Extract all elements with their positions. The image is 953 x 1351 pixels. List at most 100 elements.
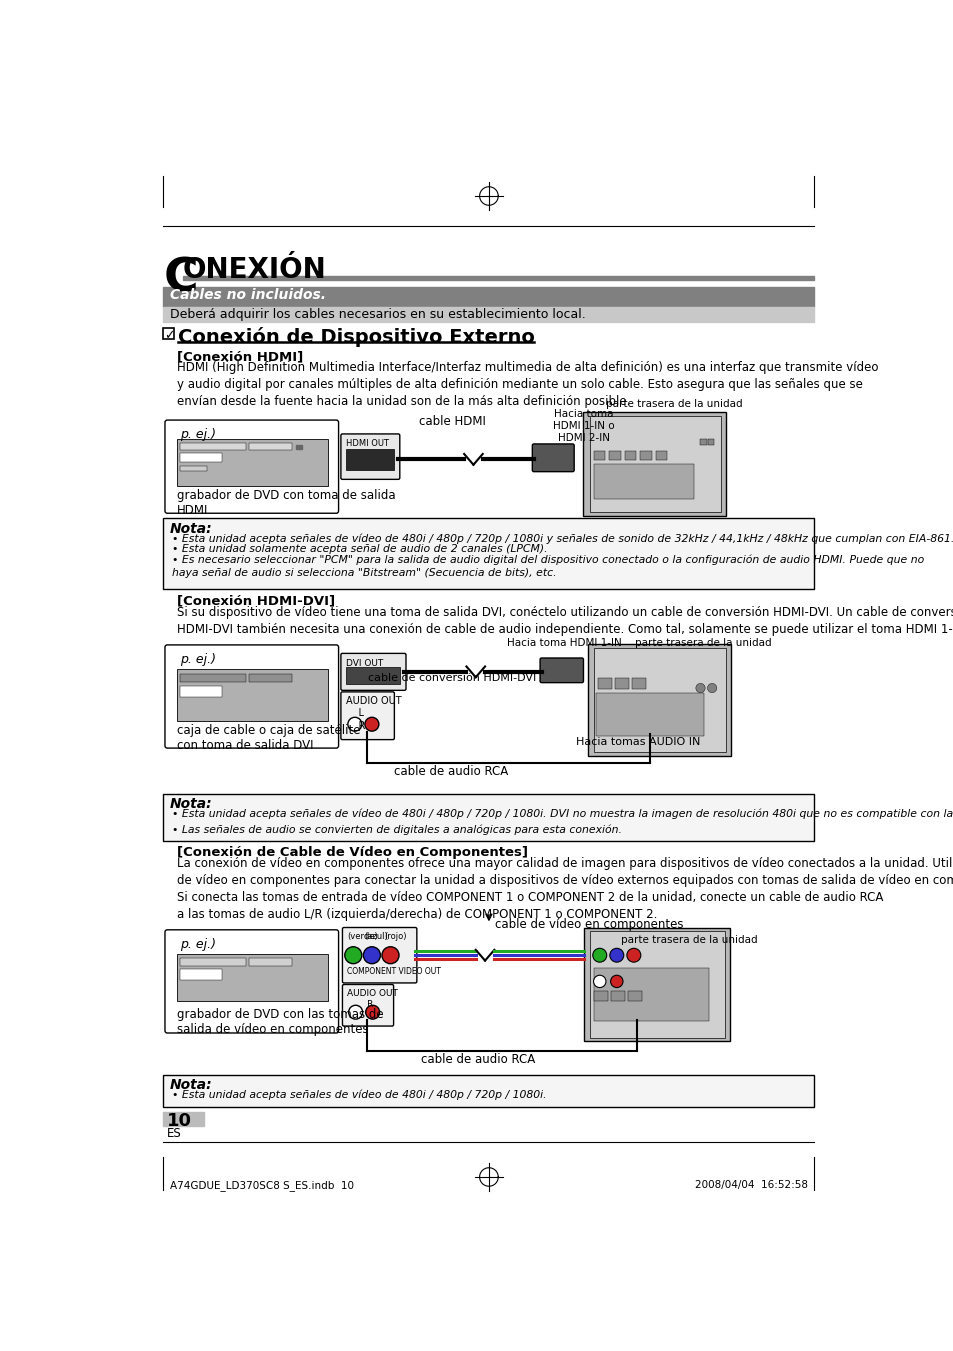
Bar — [582, 412, 725, 516]
Bar — [163, 517, 814, 589]
Text: p. ej.): p. ej.) — [179, 428, 215, 440]
Text: grabador de DVD con toma de salida
HDMI: grabador de DVD con toma de salida HDMI — [176, 489, 395, 517]
Bar — [608, 451, 620, 461]
Text: A74GDUE_LD370SC8 S_ES.indb  10: A74GDUE_LD370SC8 S_ES.indb 10 — [170, 1179, 354, 1192]
Bar — [583, 928, 729, 1042]
FancyBboxPatch shape — [539, 658, 583, 682]
Text: Nota:: Nota: — [170, 1078, 212, 1093]
Text: • Esta unidad solamente acepta señal de audio de 2 canales (LPCM).: • Esta unidad solamente acepta señal de … — [172, 544, 547, 554]
Bar — [596, 693, 703, 736]
Bar — [593, 463, 694, 499]
Bar — [593, 451, 604, 461]
Text: ONEXIÓN: ONEXIÓN — [183, 257, 326, 284]
FancyBboxPatch shape — [340, 654, 406, 690]
Text: Hacia toma
HDMI 1-IN o
HDMI 2-IN: Hacia toma HDMI 1-IN o HDMI 2-IN — [553, 408, 615, 443]
Bar — [624, 451, 636, 461]
Bar — [632, 678, 645, 689]
Bar — [345, 667, 399, 684]
Text: grabador de DVD con las tomas de
salida de vídeo en componentes: grabador de DVD con las tomas de salida … — [176, 1008, 383, 1036]
Circle shape — [348, 717, 361, 731]
Text: cable de audio RCA: cable de audio RCA — [421, 1052, 536, 1066]
Circle shape — [593, 975, 605, 988]
Text: • Esta unidad acepta señales de vídeo de 480i / 480p / 720p / 1080i.: • Esta unidad acepta señales de vídeo de… — [172, 1090, 546, 1101]
Bar — [249, 443, 292, 450]
Text: p. ej.): p. ej.) — [179, 653, 215, 666]
Bar — [179, 453, 222, 462]
FancyBboxPatch shape — [340, 434, 399, 480]
Text: parte trasera de la unidad: parte trasera de la unidad — [620, 935, 758, 946]
Text: (rojo): (rojo) — [384, 932, 406, 942]
Bar — [179, 443, 245, 450]
Text: COMPONENT VIDEO OUT: COMPONENT VIDEO OUT — [347, 967, 440, 975]
FancyBboxPatch shape — [532, 444, 574, 471]
Bar — [176, 669, 328, 721]
Circle shape — [363, 947, 380, 963]
Text: cable de conversión HDMI-DVI: cable de conversión HDMI-DVI — [368, 673, 536, 682]
Text: cable de vídeo en componentes: cable de vídeo en componentes — [495, 919, 683, 931]
Bar — [345, 449, 394, 470]
Bar — [628, 992, 641, 1001]
Text: caja de cable o caja de satélite
con toma de salida DVI: caja de cable o caja de satélite con tom… — [176, 724, 359, 753]
Text: HDMI (High Definition Multimedia Interface/Interfaz multimedia de alta definició: HDMI (High Definition Multimedia Interfa… — [177, 361, 878, 408]
Text: p. ej.): p. ej.) — [179, 938, 215, 951]
Text: Deberá adquirir los cables necesarios en su establecimiento local.: Deberá adquirir los cables necesarios en… — [170, 308, 585, 320]
Text: (verde): (verde) — [347, 932, 377, 942]
Bar — [594, 648, 725, 753]
Text: Hacia toma HDMI 1-IN: Hacia toma HDMI 1-IN — [506, 638, 620, 648]
Text: cable HDMI: cable HDMI — [418, 415, 485, 428]
Text: La conexión de vídeo en componentes ofrece una mayor calidad de imagen para disp: La conexión de vídeo en componentes ofre… — [177, 857, 953, 920]
Text: Cables no incluidos.: Cables no incluidos. — [170, 288, 325, 301]
Circle shape — [365, 717, 378, 731]
Text: parte trasera de la unidad: parte trasera de la unidad — [634, 638, 770, 648]
Text: C: C — [163, 257, 198, 301]
Text: AUDIO OUT
       R: AUDIO OUT R — [347, 989, 397, 1009]
Text: Si su dispositivo de vídeo tiene una toma de salida DVI, conéctelo utilizando un: Si su dispositivo de vídeo tiene una tom… — [177, 605, 953, 635]
Text: (azul): (azul) — [364, 932, 388, 942]
FancyBboxPatch shape — [165, 420, 338, 513]
Text: Conexión de Dispositivo Externo: Conexión de Dispositivo Externo — [178, 327, 535, 347]
Circle shape — [609, 948, 623, 962]
Circle shape — [610, 975, 622, 988]
Text: • Es necesario seleccionar "PCM" para la salida de audio digital del dispositivo: • Es necesario seleccionar "PCM" para la… — [172, 555, 923, 578]
Bar — [598, 678, 612, 689]
Text: Hacia tomas AUDIO IN: Hacia tomas AUDIO IN — [576, 736, 700, 747]
Bar — [700, 439, 706, 446]
Circle shape — [381, 947, 398, 963]
Bar — [594, 969, 708, 1020]
Bar — [611, 992, 624, 1001]
Text: AUDIO OUT
    L
    R: AUDIO OUT L R — [345, 696, 401, 731]
Circle shape — [592, 948, 606, 962]
Bar — [176, 439, 328, 485]
Bar — [163, 1112, 204, 1127]
FancyBboxPatch shape — [165, 929, 338, 1034]
Circle shape — [707, 684, 716, 693]
FancyBboxPatch shape — [342, 985, 394, 1025]
Bar — [707, 439, 714, 446]
Text: • Las señales de audio se convierten de digitales a analógicas para esta conexió: • Las señales de audio se convierten de … — [172, 824, 621, 835]
Bar — [163, 1074, 814, 1106]
Text: • Esta unidad acepta señales de vídeo de 480i / 480p / 720p / 1080i. DVI no mues: • Esta unidad acepta señales de vídeo de… — [172, 809, 953, 820]
Bar — [163, 286, 814, 307]
Bar — [615, 678, 629, 689]
Bar — [249, 958, 292, 966]
Text: HDMI OUT: HDMI OUT — [345, 439, 388, 449]
Bar — [295, 444, 302, 450]
Text: Nota:: Nota: — [170, 797, 212, 812]
Bar — [179, 686, 222, 697]
Text: cable de audio RCA: cable de audio RCA — [394, 765, 508, 778]
Bar — [594, 992, 608, 1001]
Bar — [179, 958, 245, 966]
Text: [Conexión HDMI]: [Conexión HDMI] — [177, 350, 303, 363]
Bar — [183, 276, 814, 280]
Bar — [163, 793, 814, 842]
FancyBboxPatch shape — [165, 644, 338, 748]
FancyBboxPatch shape — [342, 928, 416, 984]
Circle shape — [344, 947, 361, 963]
Bar — [163, 307, 814, 323]
Text: 10: 10 — [167, 1112, 193, 1129]
Bar — [179, 674, 245, 682]
Bar — [163, 328, 174, 339]
Bar — [587, 644, 731, 755]
Bar — [639, 451, 651, 461]
Text: • Esta unidad acepta señales de vídeo de 480i / 480p / 720p / 1080i y señales de: • Esta unidad acepta señales de vídeo de… — [172, 534, 953, 543]
